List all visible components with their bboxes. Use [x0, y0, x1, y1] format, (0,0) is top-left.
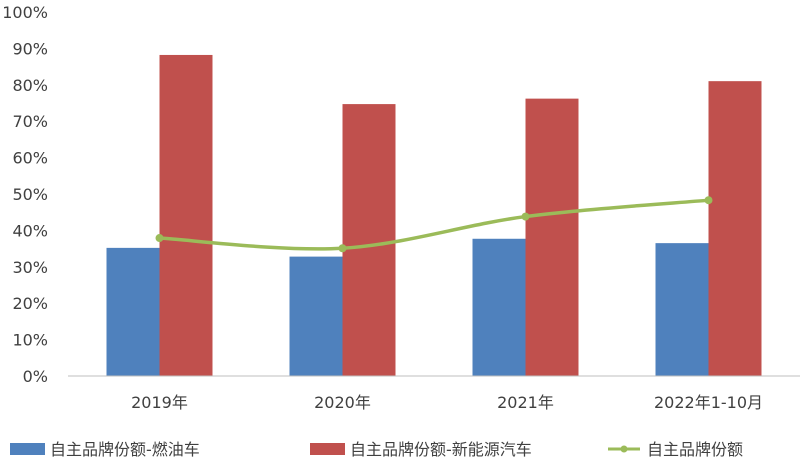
- y-tick-label-1: 10%: [12, 331, 48, 350]
- x-category-label-0: 2019年: [131, 393, 188, 412]
- legend-swatch-fuel: [10, 443, 45, 455]
- bar-nev-2: [525, 98, 579, 376]
- line-series-layer: [155, 196, 713, 253]
- y-tick-label-0: 0%: [23, 367, 48, 386]
- legend-swatch-nev: [310, 443, 345, 455]
- bar-fuel-2: [472, 238, 526, 376]
- x-category-label-3: 2022年1-10月: [654, 393, 763, 412]
- bars-layer: [106, 54, 762, 377]
- legend-label-nev: 自主品牌份额-新能源汽车: [350, 440, 532, 459]
- legend-label-fuel: 自主品牌份额-燃油车: [50, 440, 200, 459]
- legend: 自主品牌份额-燃油车 自主品牌份额-新能源汽车 自主品牌份额: [10, 440, 743, 459]
- y-tick-label-6: 60%: [12, 149, 48, 168]
- point-total-share-0: [155, 234, 164, 243]
- point-total-share-2: [521, 212, 530, 221]
- bar-nev-0: [159, 54, 213, 377]
- y-tick-label-8: 80%: [12, 76, 48, 95]
- bar-fuel-3: [655, 243, 709, 376]
- bar-fuel-1: [289, 256, 343, 376]
- legend-marker-total: [620, 445, 628, 453]
- x-category-label-1: 2020年: [314, 393, 371, 412]
- point-total-share-1: [338, 244, 347, 253]
- y-tick-label-10: 100%: [2, 3, 48, 22]
- y-tick-label-5: 50%: [12, 185, 48, 204]
- y-tick-label-7: 70%: [12, 112, 48, 131]
- y-tick-label-9: 90%: [12, 39, 48, 58]
- x-axis-category-labels: 2019年 2020年 2021年 2022年1-10月: [131, 393, 763, 412]
- y-tick-label-4: 40%: [12, 221, 48, 240]
- line-total-share: [159, 198, 709, 251]
- legend-label-total: 自主品牌份额: [647, 440, 743, 459]
- bar-nev-3: [708, 81, 762, 376]
- x-category-label-2: 2021年: [497, 393, 554, 412]
- bar-fuel-0: [106, 247, 160, 376]
- y-tick-label-3: 30%: [12, 258, 48, 277]
- y-axis-tick-labels: 0% 10% 20% 30% 40% 50% 60% 70% 80% 90% 100%: [2, 3, 48, 386]
- bar-nev-1: [342, 104, 396, 376]
- point-total-share-3: [704, 196, 713, 205]
- y-tick-label-2: 20%: [12, 294, 48, 313]
